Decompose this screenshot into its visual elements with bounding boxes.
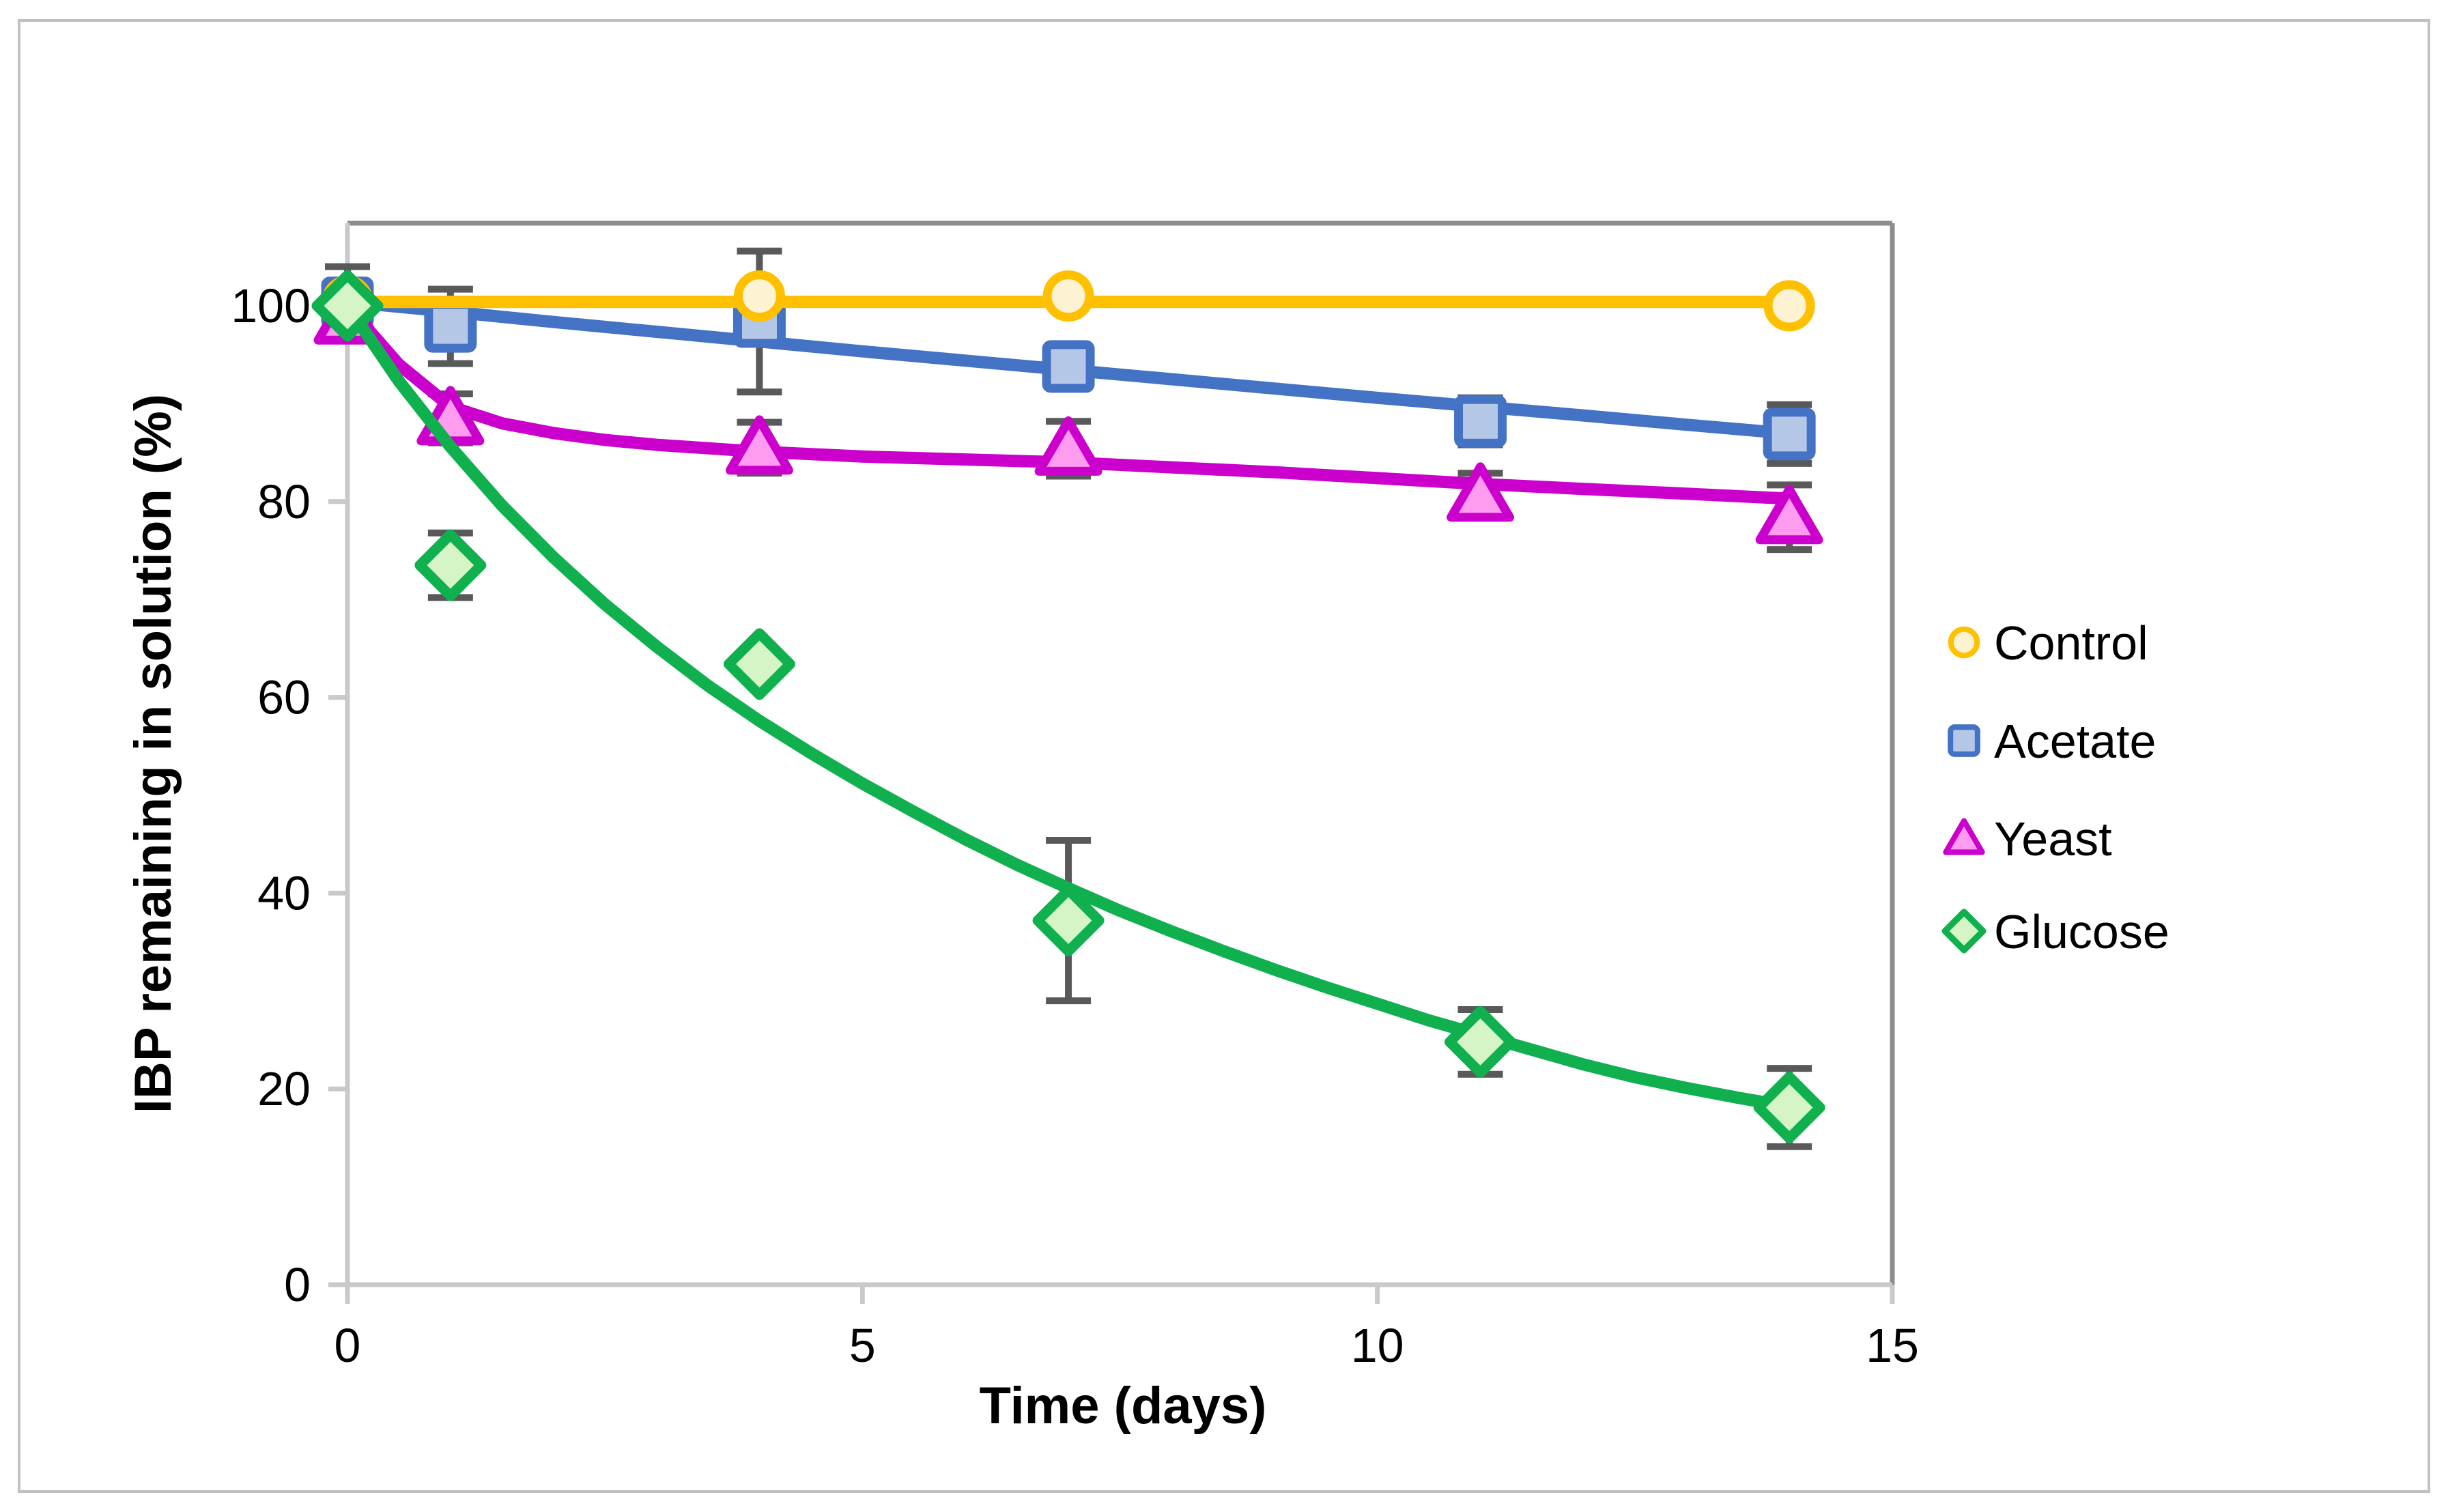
legend-label-control: Control [1994,616,2148,670]
x-tick-label: 0 [335,1319,361,1372]
legend-marker-glucose [1941,909,1987,954]
y-tick-label: 100 [231,279,311,332]
axes-layer [328,220,1895,1304]
legend: Control Acetate Yeast Glucose [1941,616,2169,958]
data-point-circle [1948,626,1980,659]
data-point-triangle [1755,485,1823,545]
legend-label-acetate: Acetate [1994,715,2156,768]
data-point-triangle [1447,462,1515,522]
data-point-circle [1042,270,1094,322]
y-tick-label: 20 [257,1062,311,1115]
legend-marker-yeast [1943,818,1985,855]
legend-marker-acetate [1948,724,1980,757]
y-tick-label: 40 [257,866,311,919]
y-axis-title: IBP remaining in solution (%) [124,394,182,1113]
tick-labels-layer: 0 20 40 60 80 100 0 5 10 15 [231,279,1919,1372]
yeast-trend-line [341,300,1796,505]
legend-label-glucose: Glucose [1994,905,2169,958]
y-tick-label: 80 [257,475,311,528]
legend-marker-control [1948,626,1980,659]
data-point-square [1763,408,1816,461]
data-point-square [1454,395,1507,448]
data-point-circle [733,270,785,322]
x-axis-title: Time (days) [980,1377,1267,1435]
data-point-square [424,300,477,353]
data-point-square [1948,724,1980,757]
y-tick-label: 0 [284,1258,311,1311]
data-point-diamond [311,270,384,342]
x-tick-label: 10 [1351,1319,1404,1372]
data-point-triangle [1943,818,1985,855]
y-tick-label: 60 [257,671,311,724]
data-point-diamond [414,529,487,601]
x-tick-label: 15 [1866,1319,1919,1372]
legend-label-yeast: Yeast [1994,812,2112,866]
data-point-triangle [725,415,793,475]
data-point-diamond [723,628,795,700]
data-point-square [1042,340,1095,393]
data-point-diamond [1941,909,1987,954]
data-point-diamond [1444,1005,1517,1078]
data-point-diamond [1032,885,1105,957]
figure-border [18,19,2430,1493]
x-tick-label: 5 [849,1319,876,1372]
data-point-triangle [1034,416,1102,476]
data-point-circle [1763,280,1815,332]
glucose-markers [311,270,1825,1143]
series-layer [311,247,1825,1150]
data-point-diamond [1753,1071,1825,1143]
